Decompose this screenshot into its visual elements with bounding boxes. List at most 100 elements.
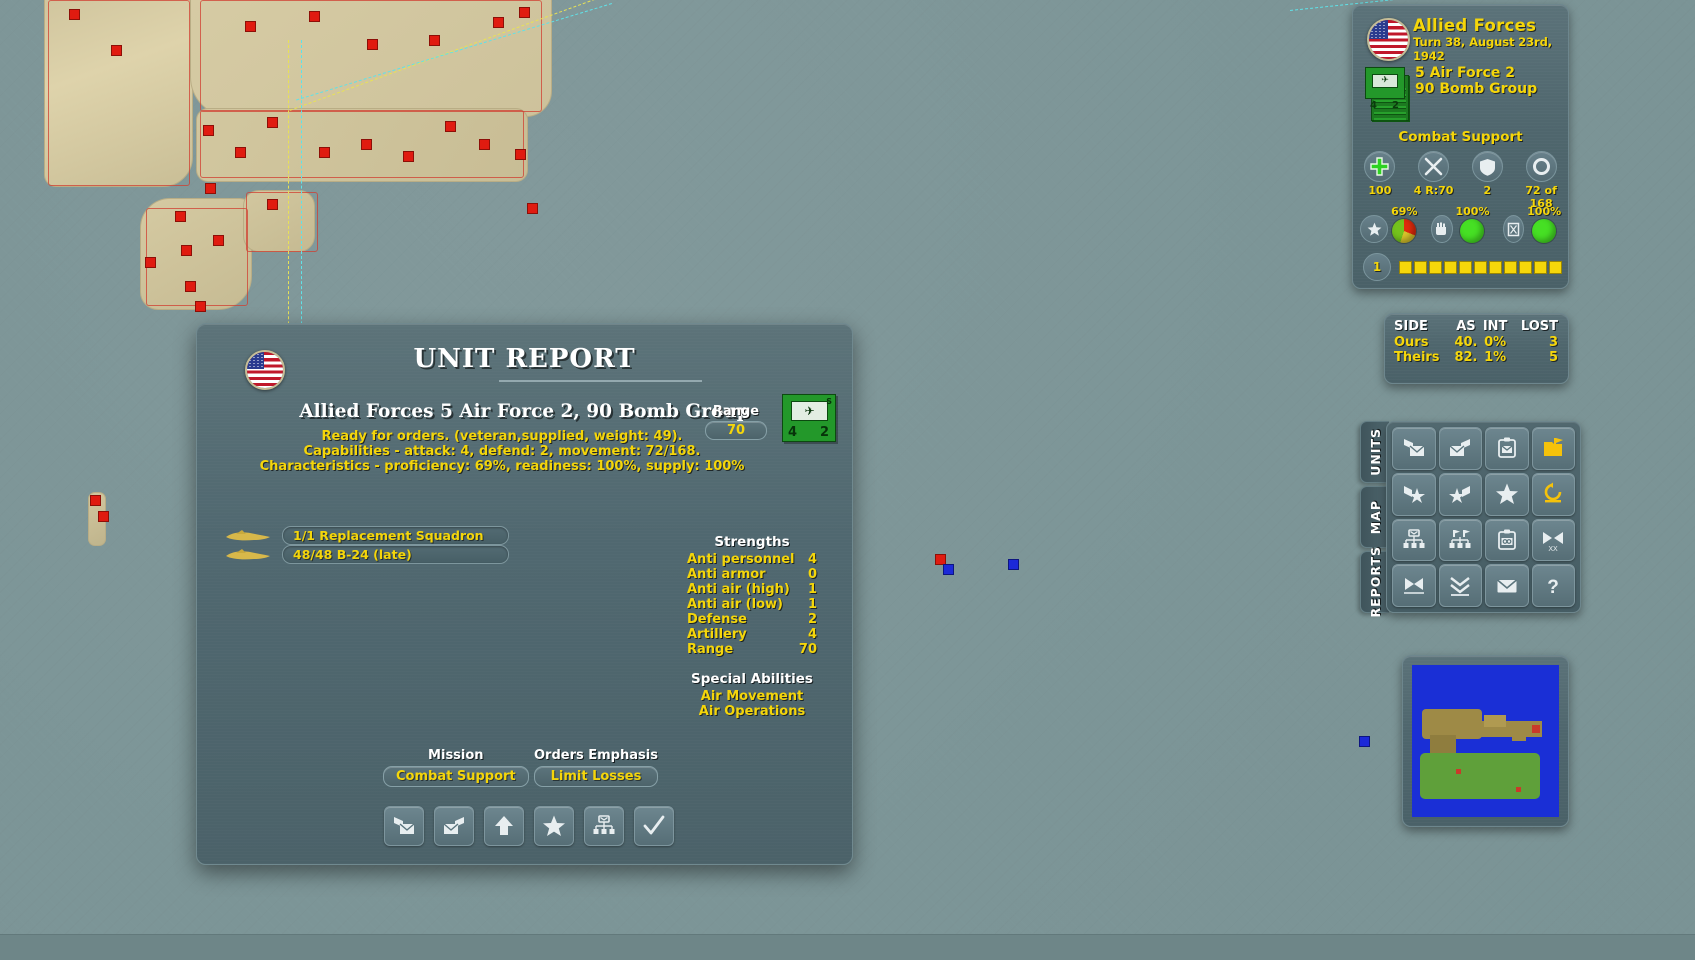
- enemy-marker[interactable]: [236, 148, 245, 157]
- support-stat-medical[interactable]: 100: [1356, 151, 1404, 210]
- enemy-marker[interactable]: [246, 22, 255, 31]
- enemy-marker[interactable]: [368, 40, 377, 49]
- list-item[interactable]: 1/1 Replacement Squadron: [222, 526, 509, 545]
- orders-block[interactable]: Orders Emphasis Limit Losses: [534, 748, 658, 787]
- row-side: Ours: [1394, 335, 1429, 350]
- undo-icon[interactable]: [1531, 472, 1575, 516]
- special-abilities-title: Special Abilities: [691, 671, 813, 687]
- friendly-marker[interactable]: [1360, 737, 1369, 746]
- meter-proficiency[interactable]: 69%: [1360, 205, 1418, 243]
- bowtie-xx-icon[interactable]: XX: [1531, 518, 1575, 562]
- enemy-marker[interactable]: [494, 18, 503, 27]
- confirm-check-icon[interactable]: [634, 806, 674, 846]
- move-right-icon[interactable]: [1438, 427, 1482, 470]
- org-chart-flags-icon[interactable]: [1438, 518, 1482, 562]
- arrow-up-icon[interactable]: [484, 806, 524, 846]
- range-value: 70: [705, 421, 767, 440]
- support-value: 100: [1368, 184, 1392, 197]
- mission-value[interactable]: Combat Support: [383, 766, 529, 787]
- tab-units[interactable]: UNITS: [1360, 421, 1389, 483]
- friendly-marker[interactable]: [1009, 560, 1018, 569]
- star-right-icon[interactable]: [1438, 472, 1482, 516]
- capabilities-line: Capabilities - attack: 4, defend: 2, mov…: [303, 444, 701, 459]
- us-flag-icon: [1367, 18, 1410, 61]
- support-stats-row: 100 4 R:70 2 72 of 168: [1353, 151, 1568, 210]
- strength-pip: [1489, 260, 1502, 274]
- enemy-marker[interactable]: [186, 282, 195, 291]
- enemy-marker[interactable]: [480, 140, 489, 149]
- meter-supply[interactable]: 100%: [1503, 205, 1561, 243]
- flag-folder-icon[interactable]: [1531, 427, 1575, 470]
- landmass-south: [140, 198, 252, 310]
- move-right-icon[interactable]: [434, 806, 474, 846]
- enemy-marker[interactable]: [146, 258, 155, 267]
- support-stat-attack[interactable]: 4 R:70: [1410, 151, 1458, 210]
- enemy-marker[interactable]: [214, 236, 223, 245]
- move-left-icon[interactable]: [384, 806, 424, 846]
- characteristics-line: Characteristics - proficiency: 69%, read…: [259, 459, 745, 474]
- support-stat-defense[interactable]: 2: [1463, 151, 1511, 210]
- clipboard-envelope-icon[interactable]: [1485, 427, 1529, 470]
- enemy-marker[interactable]: [176, 212, 185, 221]
- enemy-marker[interactable]: [520, 8, 529, 17]
- unit-counter-icon[interactable]: ✈ S 4 2: [782, 394, 838, 450]
- strengths-title: Strengths: [714, 534, 790, 550]
- shield-icon: [1471, 151, 1503, 182]
- squadron-name-field[interactable]: 1/1 Replacement Squadron: [282, 526, 509, 545]
- enemy-marker[interactable]: [70, 10, 79, 19]
- enemy-marker[interactable]: [362, 140, 371, 149]
- tab-map[interactable]: MAP: [1360, 486, 1389, 548]
- enemy-marker[interactable]: [320, 148, 329, 157]
- experience-row: 1: [1363, 253, 1562, 281]
- enemy-marker[interactable]: [196, 302, 205, 311]
- star-left-icon[interactable]: [1392, 472, 1436, 516]
- enemy-marker[interactable]: [936, 555, 945, 564]
- enemy-marker[interactable]: [112, 46, 121, 55]
- enemy-marker[interactable]: [516, 150, 525, 159]
- star-icon[interactable]: [1485, 472, 1529, 516]
- unit-counter-icon[interactable]: ✈ 4 2: [1365, 67, 1409, 121]
- enemy-marker[interactable]: [430, 36, 439, 45]
- enemy-marker[interactable]: [310, 12, 319, 21]
- crossed-lines-icon[interactable]: [1438, 564, 1482, 607]
- enemy-marker[interactable]: [206, 184, 215, 193]
- range-label: Range: [712, 404, 760, 419]
- move-left-icon[interactable]: [1392, 427, 1436, 470]
- strength-pip: [1429, 260, 1442, 274]
- orders-value[interactable]: Limit Losses: [534, 766, 658, 787]
- enemy-marker[interactable]: [404, 152, 413, 161]
- meter-readiness[interactable]: 100%: [1431, 205, 1489, 243]
- tool-tabs: UNITS MAP REPORTS: [1360, 421, 1389, 618]
- crossed-flags-icon[interactable]: [1392, 564, 1436, 607]
- orders-label: Orders Emphasis: [534, 748, 658, 763]
- org-chart-envelope-icon[interactable]: [1392, 518, 1436, 562]
- fuel-can-icon: [1503, 215, 1525, 243]
- hex-overlay-3: [146, 208, 248, 306]
- enemy-marker[interactable]: [182, 246, 191, 255]
- enemy-marker[interactable]: [268, 200, 277, 209]
- org-chart-icon[interactable]: [584, 806, 624, 846]
- enemy-marker[interactable]: [446, 122, 455, 131]
- enemy-marker[interactable]: [528, 204, 537, 213]
- enemy-marker[interactable]: [91, 496, 100, 505]
- list-item[interactable]: 48/48 B-24 (late): [222, 545, 509, 564]
- mission-block[interactable]: Mission Combat Support: [383, 748, 529, 787]
- strength-row: Anti armor 0: [687, 567, 817, 582]
- friendly-marker[interactable]: [944, 565, 953, 574]
- landmass-islet: [243, 190, 315, 252]
- enemy-marker[interactable]: [99, 512, 108, 521]
- enemy-marker[interactable]: [204, 126, 213, 135]
- squadron-name-field[interactable]: 48/48 B-24 (late): [282, 545, 509, 564]
- tab-reports[interactable]: REPORTS: [1360, 546, 1389, 618]
- envelope-icon[interactable]: [1485, 564, 1529, 607]
- star-icon[interactable]: [534, 806, 574, 846]
- minimap-panel[interactable]: [1402, 655, 1569, 827]
- us-flag-icon: [245, 350, 285, 390]
- unit-report-dialog: UNIT REPORT Allied Forces 5 Air Force 2,…: [196, 323, 853, 865]
- enemy-marker[interactable]: [268, 118, 277, 127]
- support-stat-supply[interactable]: 72 of 168: [1517, 151, 1565, 210]
- minimap-view[interactable]: [1412, 665, 1559, 817]
- clipboard-infinity-icon[interactable]: [1485, 518, 1529, 562]
- strength-row: Defense 2: [687, 612, 817, 627]
- help-icon[interactable]: ?: [1531, 564, 1575, 607]
